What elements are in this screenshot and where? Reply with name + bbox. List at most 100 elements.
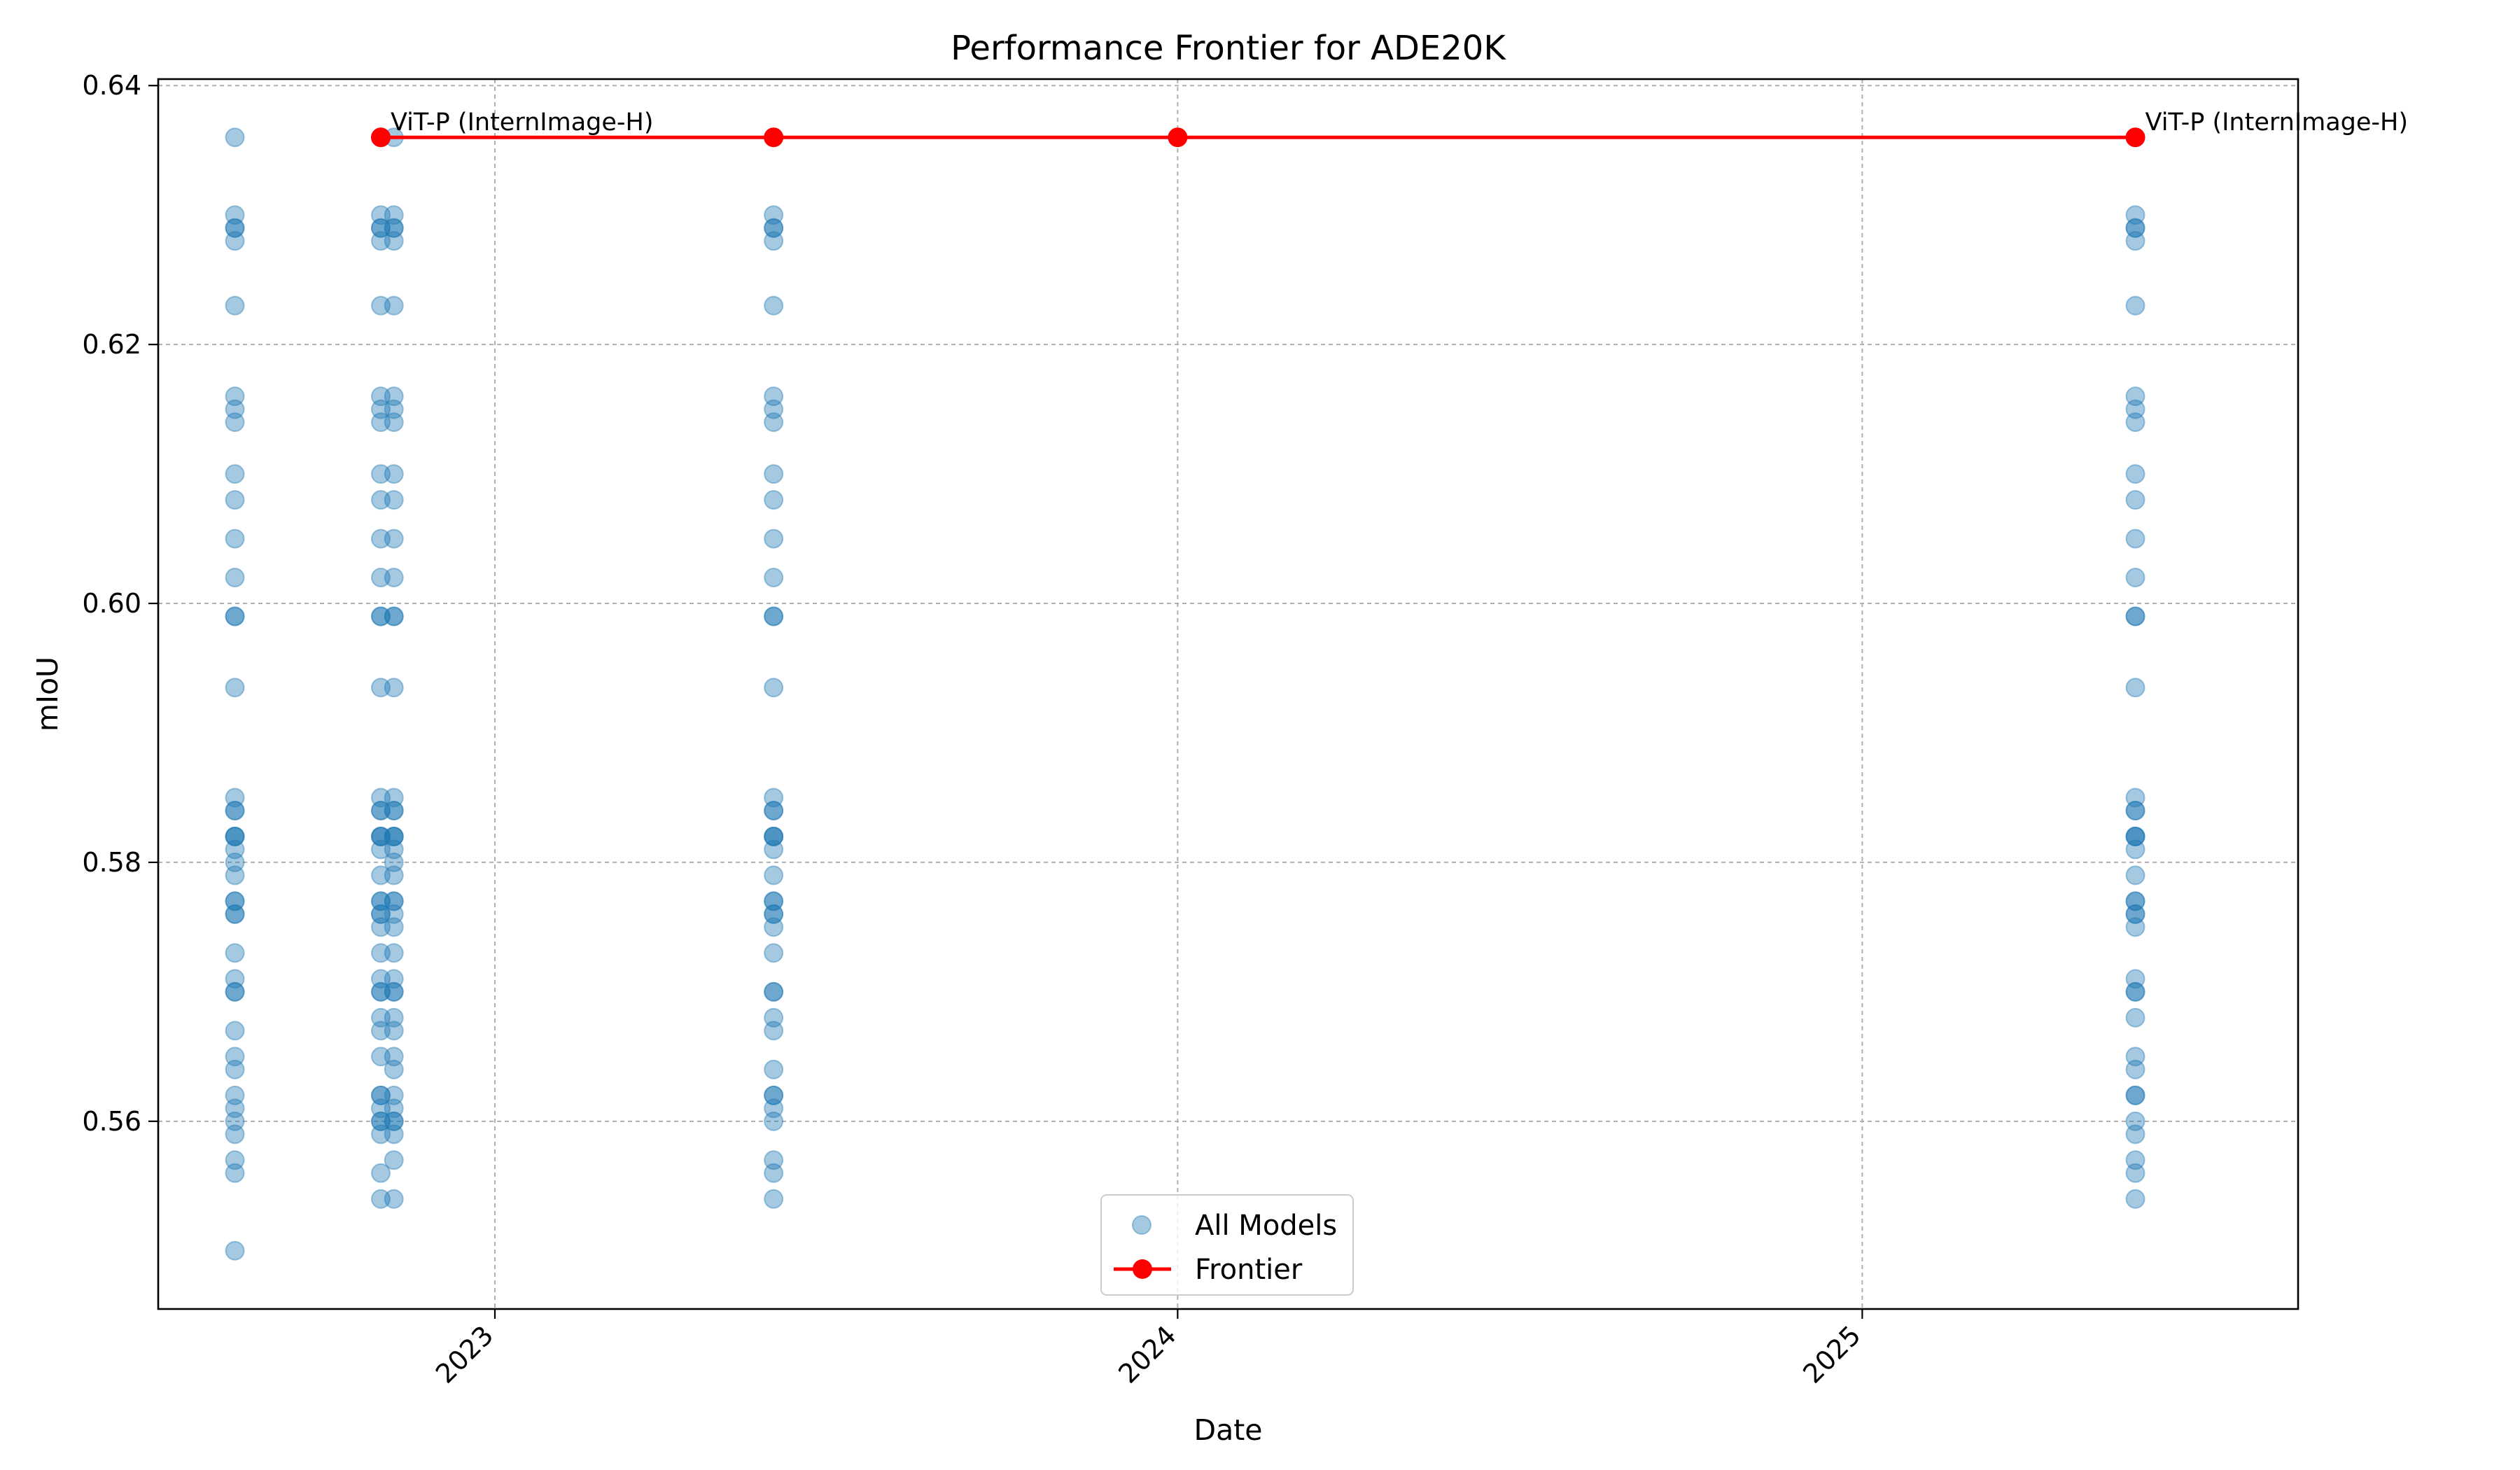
scatter-point bbox=[384, 826, 404, 846]
scatter-point bbox=[764, 412, 784, 433]
scatter-point bbox=[370, 981, 391, 1002]
scatter-point bbox=[225, 904, 245, 924]
scatter-point bbox=[764, 464, 784, 484]
scatter-point bbox=[370, 464, 391, 484]
scatter-point bbox=[764, 826, 784, 846]
scatter-point bbox=[225, 205, 245, 225]
scatter-point bbox=[225, 826, 245, 846]
scatter-point bbox=[225, 1098, 245, 1119]
scatter-point bbox=[384, 865, 404, 886]
scatter-point bbox=[2125, 1111, 2146, 1131]
scatter-point bbox=[225, 1021, 245, 1041]
scatter-point bbox=[370, 568, 391, 588]
scatter-point bbox=[225, 1111, 245, 1131]
scatter-point bbox=[370, 904, 391, 924]
scatter-point bbox=[764, 1085, 784, 1105]
scatter-point bbox=[384, 386, 404, 407]
scatter-point bbox=[764, 826, 784, 846]
scatter-point bbox=[764, 205, 784, 225]
y-tick-label: 0.56 bbox=[82, 1106, 141, 1137]
scatter-point bbox=[764, 218, 784, 238]
y-tick-label: 0.58 bbox=[82, 847, 141, 878]
scatter-point bbox=[384, 1059, 404, 1079]
scatter-point bbox=[370, 1124, 391, 1144]
scatter-point bbox=[384, 218, 404, 238]
scatter-point bbox=[370, 969, 391, 989]
scatter-point bbox=[225, 969, 245, 989]
scatter-point bbox=[225, 904, 245, 924]
scatter-point bbox=[2125, 1085, 2146, 1105]
scatter-point bbox=[225, 528, 245, 549]
scatter-point bbox=[764, 904, 784, 924]
grid-lines bbox=[158, 79, 2298, 1309]
scatter-point bbox=[764, 386, 784, 407]
scatter-point bbox=[384, 904, 404, 924]
scatter-point bbox=[225, 826, 245, 846]
scatter-point bbox=[384, 1150, 404, 1170]
scatter-point bbox=[370, 386, 391, 407]
frontier-annotation: ViT-P (InternImage-H) bbox=[2146, 108, 2409, 136]
scatter-point bbox=[370, 1021, 391, 1041]
frontier-series bbox=[370, 127, 2146, 148]
scatter-point bbox=[384, 606, 404, 626]
scatter-point bbox=[384, 205, 404, 225]
scatter-point bbox=[225, 218, 245, 238]
scatter-point bbox=[384, 678, 404, 698]
scatter-point bbox=[225, 1240, 245, 1261]
scatter-point bbox=[370, 917, 391, 937]
scatter-point bbox=[370, 943, 391, 963]
scatter-point bbox=[225, 399, 245, 419]
scatter-point bbox=[384, 800, 404, 820]
chart-title: Performance Frontier for ADE20K bbox=[951, 29, 1506, 68]
scatter-point bbox=[2125, 1163, 2146, 1183]
scatter-point bbox=[225, 1046, 245, 1067]
scatter-point bbox=[764, 1021, 784, 1041]
scatter-point bbox=[370, 1163, 391, 1183]
scatter-point bbox=[764, 528, 784, 549]
scatter-point bbox=[384, 943, 404, 963]
scatter-point bbox=[225, 218, 245, 238]
scatter-point bbox=[384, 1111, 404, 1131]
scatter-point bbox=[2125, 412, 2146, 433]
scatter-point bbox=[384, 891, 404, 911]
scatter-point bbox=[2125, 800, 2146, 820]
scatter-point bbox=[225, 231, 245, 251]
scatter-point bbox=[2125, 464, 2146, 484]
scatter-point bbox=[370, 1189, 391, 1209]
scatter-point bbox=[764, 231, 784, 251]
scatter-point bbox=[764, 1163, 784, 1183]
scatter-point bbox=[2125, 826, 2146, 846]
scatter-point bbox=[384, 606, 404, 626]
scatter-point bbox=[225, 606, 245, 626]
scatter-point bbox=[384, 969, 404, 989]
scatter-point bbox=[2125, 1085, 2146, 1105]
scatter-point bbox=[764, 568, 784, 588]
scatter-point bbox=[225, 981, 245, 1002]
scatter-point bbox=[764, 1150, 784, 1170]
scatter-point bbox=[2125, 969, 2146, 989]
scatter-point bbox=[764, 1085, 784, 1105]
scatter-point bbox=[384, 528, 404, 549]
scatter-point bbox=[384, 1098, 404, 1119]
scatter-point bbox=[225, 1059, 245, 1079]
scatter-point bbox=[764, 981, 784, 1002]
frontier-point bbox=[1168, 127, 1188, 148]
scatter-point bbox=[764, 399, 784, 419]
frontier-point bbox=[764, 127, 784, 148]
scatter-point bbox=[764, 678, 784, 698]
scatter-point bbox=[764, 295, 784, 316]
scatter-point bbox=[764, 606, 784, 626]
scatter-point bbox=[384, 295, 404, 316]
scatter-point bbox=[2125, 490, 2146, 510]
scatter-point bbox=[370, 295, 391, 316]
scatter-point bbox=[370, 1007, 391, 1028]
scatter-point bbox=[2125, 606, 2146, 626]
scatter-point bbox=[2125, 231, 2146, 251]
scatter-point bbox=[764, 943, 784, 963]
x-axis-label: Date bbox=[1194, 1413, 1263, 1447]
scatter-point bbox=[370, 205, 391, 225]
scatter-point bbox=[225, 678, 245, 698]
scatter-point bbox=[384, 981, 404, 1002]
scatter-point bbox=[225, 1085, 245, 1105]
